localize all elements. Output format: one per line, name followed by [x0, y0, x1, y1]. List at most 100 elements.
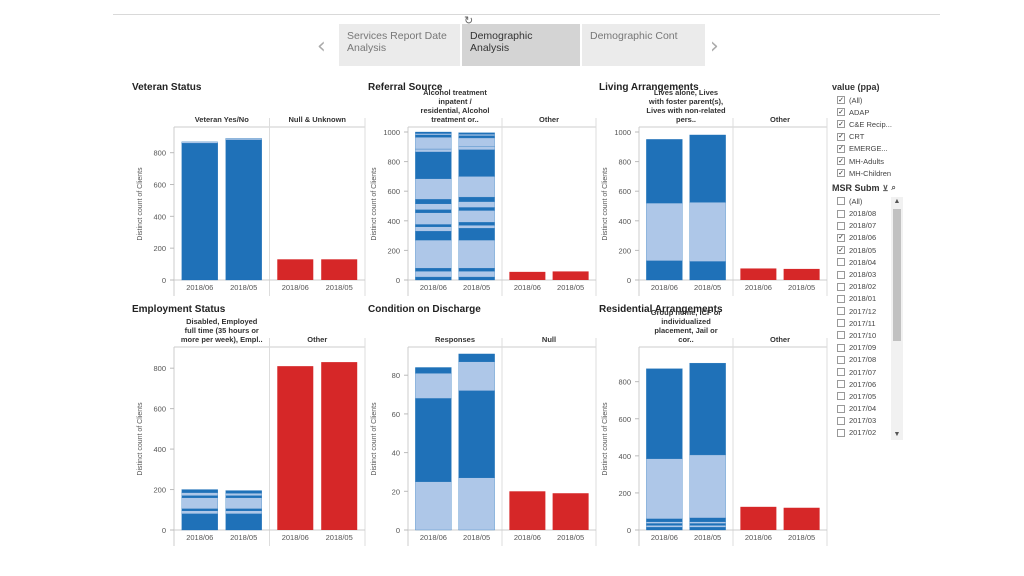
msr-scrollbar[interactable]: ▲ ▼	[891, 197, 903, 441]
bar[interactable]	[740, 268, 777, 280]
bar-segment[interactable]	[458, 196, 495, 202]
bar-segment[interactable]	[646, 260, 683, 281]
bar[interactable]	[277, 259, 314, 280]
value-filter-item[interactable]: ✓ MH-Adults	[832, 155, 912, 167]
bar-segment[interactable]	[458, 149, 495, 177]
bar-segment[interactable]	[181, 141, 218, 144]
bar-segment[interactable]	[458, 268, 495, 272]
bar-segment[interactable]	[415, 134, 452, 138]
bar[interactable]	[277, 366, 314, 530]
bar-segment[interactable]	[458, 239, 495, 269]
tab-demographic-cont[interactable]: Demographic Cont	[582, 24, 706, 66]
bar-segment[interactable]	[321, 259, 358, 280]
bar-segment[interactable]	[415, 137, 452, 150]
bar-segment[interactable]	[181, 495, 218, 498]
msr-filter-item[interactable]: 2017/03	[832, 415, 912, 427]
bar[interactable]	[181, 489, 218, 531]
msr-filter-checkbox[interactable]	[837, 294, 845, 303]
msr-filter-checkbox[interactable]	[837, 331, 845, 340]
bar[interactable]	[783, 268, 820, 280]
bar-segment[interactable]	[646, 521, 683, 524]
msr-filter-checkbox[interactable]	[837, 221, 845, 230]
msr-filter-item[interactable]: (All)	[832, 195, 912, 207]
bar-segment[interactable]	[181, 489, 218, 493]
bar-segment[interactable]	[415, 367, 452, 374]
msr-filter-item[interactable]: 2018/03	[832, 268, 912, 280]
bar-segment[interactable]	[415, 199, 452, 204]
bar-segment[interactable]	[689, 261, 726, 281]
bar-segment[interactable]	[458, 176, 495, 198]
msr-filter-checkbox[interactable]	[837, 209, 845, 218]
bar-segment[interactable]	[415, 398, 452, 482]
bar-segment[interactable]	[689, 527, 726, 531]
bar-segment[interactable]	[415, 276, 452, 281]
bar-segment[interactable]	[277, 259, 314, 280]
bar[interactable]	[458, 353, 495, 531]
bar-segment[interactable]	[321, 362, 358, 530]
scroll-up-icon[interactable]: ▲	[893, 198, 901, 206]
bar[interactable]	[458, 132, 495, 281]
bar-segment[interactable]	[225, 513, 262, 531]
bar-segment[interactable]	[689, 523, 726, 526]
bar-segment[interactable]	[689, 521, 726, 524]
bar-segment[interactable]	[181, 142, 218, 281]
msr-filter-checkbox[interactable]	[837, 282, 845, 291]
msr-filter-checkbox[interactable]	[837, 416, 845, 425]
bar-segment[interactable]	[646, 458, 683, 520]
bar-segment[interactable]	[415, 239, 452, 269]
bar-segment[interactable]	[225, 495, 262, 498]
bar-segment[interactable]	[225, 493, 262, 496]
bar[interactable]	[321, 259, 358, 280]
msr-filter-checkbox[interactable]	[837, 380, 845, 389]
bar-segment[interactable]	[509, 491, 546, 530]
bar[interactable]	[225, 138, 262, 281]
bar-segment[interactable]	[415, 209, 452, 213]
tab-next-arrow-icon[interactable]: ›	[710, 34, 719, 59]
bar-segment[interactable]	[277, 366, 314, 530]
msr-filter-checkbox[interactable]	[837, 368, 845, 377]
bar-segment[interactable]	[458, 134, 495, 136]
bar-segment[interactable]	[783, 507, 820, 530]
bar[interactable]	[646, 139, 683, 281]
bar[interactable]	[321, 362, 358, 530]
msr-filter-checkbox[interactable]	[837, 270, 845, 279]
bar-segment[interactable]	[689, 454, 726, 519]
bar[interactable]	[740, 506, 777, 530]
bar-segment[interactable]	[415, 224, 452, 227]
bar-segment[interactable]	[458, 390, 495, 478]
value-filter-item[interactable]: ✓ MH-Children	[832, 167, 912, 179]
bar-segment[interactable]	[225, 510, 262, 514]
tab-demographic-analysis[interactable]: Demographic Analysis	[462, 24, 581, 66]
msr-filter-item[interactable]: 2017/08	[832, 354, 912, 366]
msr-filter-checkbox[interactable]	[837, 428, 845, 437]
bar-segment[interactable]	[415, 373, 452, 399]
bar-segment[interactable]	[646, 523, 683, 526]
bar[interactable]	[646, 368, 683, 531]
scroll-down-icon[interactable]: ▼	[893, 431, 901, 439]
bar-segment[interactable]	[225, 138, 262, 141]
msr-filter-checkbox[interactable]	[837, 197, 845, 206]
msr-filter-checkbox[interactable]	[837, 319, 845, 328]
bar-segment[interactable]	[458, 201, 495, 208]
value-filter-item[interactable]: ✓ ADAP	[832, 106, 912, 118]
msr-filter-list[interactable]: (All) 2018/08 2018/07 ✓ 2018/06 ✓ 2018/05 2018/…	[832, 195, 912, 441]
bar-segment[interactable]	[689, 525, 726, 528]
bar-segment[interactable]	[458, 137, 495, 147]
bar[interactable]	[689, 362, 726, 531]
msr-filter-item[interactable]: 2017/12	[832, 305, 912, 317]
bar[interactable]	[415, 367, 452, 531]
bar-segment[interactable]	[415, 131, 452, 134]
msr-filter-checkbox[interactable]	[837, 258, 845, 267]
bar-segment[interactable]	[458, 225, 495, 229]
msr-filter-checkbox[interactable]	[837, 404, 845, 413]
bar-segment[interactable]	[415, 212, 452, 225]
bar-segment[interactable]	[458, 132, 495, 135]
msr-filter-checkbox[interactable]	[837, 343, 845, 352]
bar-segment[interactable]	[509, 271, 546, 280]
bar[interactable]	[783, 507, 820, 530]
bar-segment[interactable]	[415, 481, 452, 531]
bar-segment[interactable]	[181, 508, 218, 511]
bar-segment[interactable]	[740, 268, 777, 280]
msr-filter-item[interactable]: 2018/02	[832, 281, 912, 293]
bar-segment[interactable]	[458, 361, 495, 391]
